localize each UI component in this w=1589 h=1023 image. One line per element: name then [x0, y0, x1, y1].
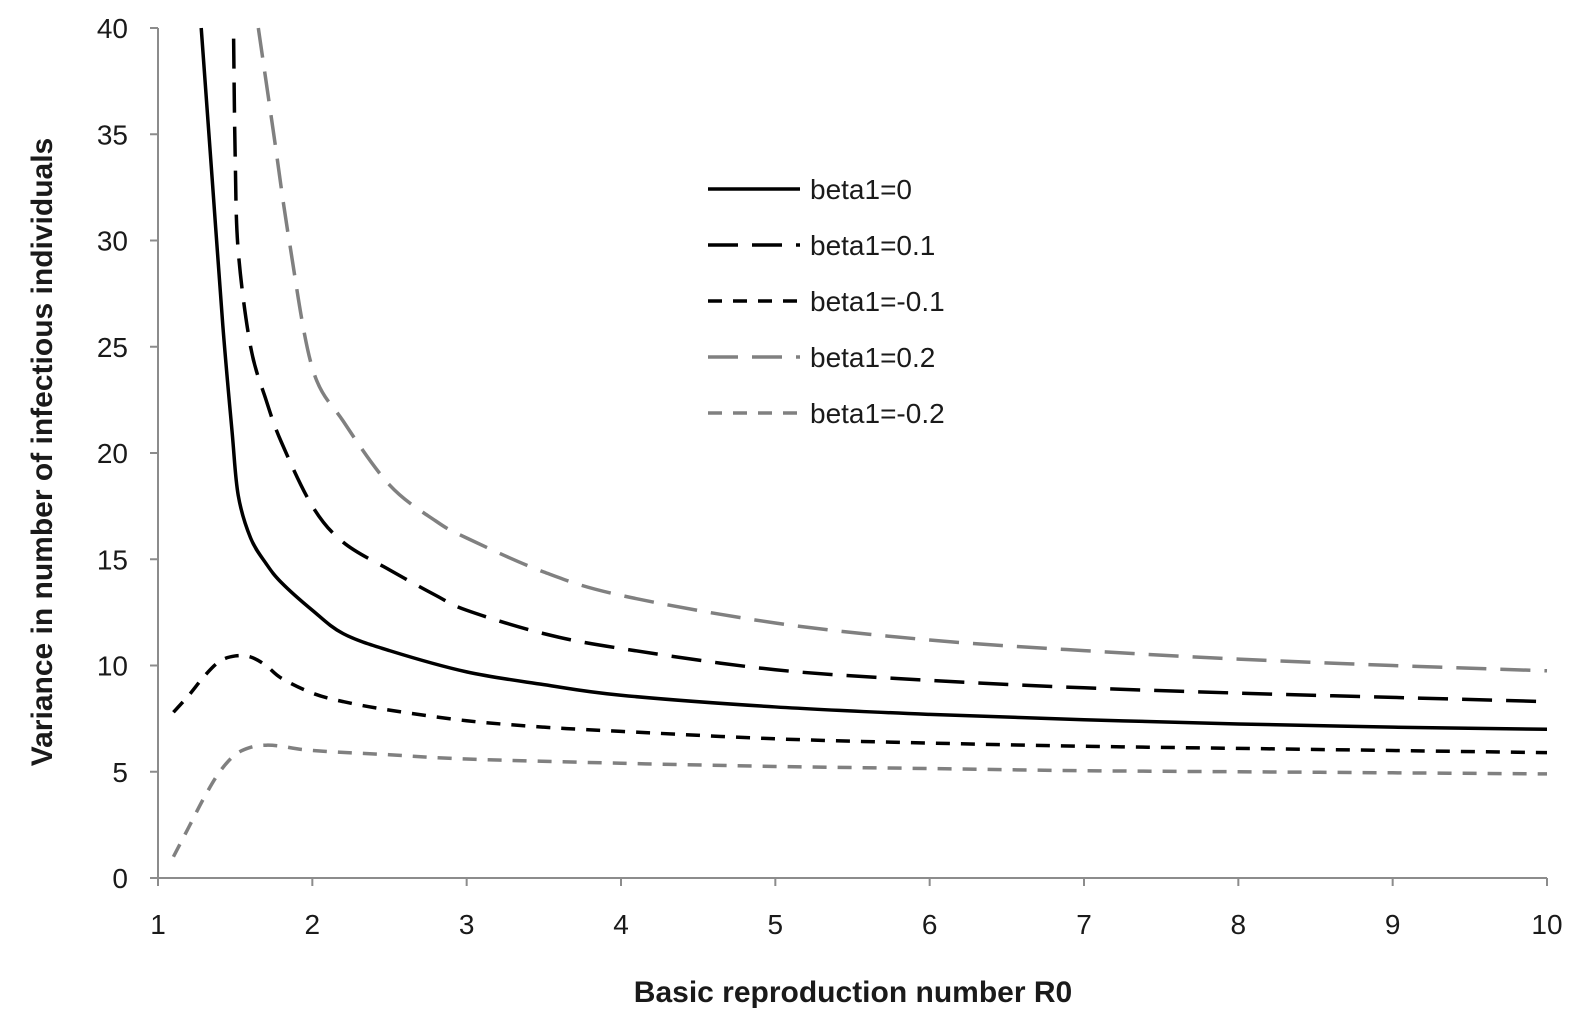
- y-tick-label: 25: [97, 332, 128, 363]
- series-line-1: [199, 27, 1548, 731]
- axes: 0 5 10 15 20 25 30 35 40 1 2 3 4 5 6 7 8 9 10: [97, 13, 1563, 940]
- x-axis-title: Basic reproduction number R0: [634, 976, 1072, 1009]
- series-lines: [171, 27, 1548, 858]
- x-tick-label: 7: [1076, 909, 1092, 940]
- y-tick-label: 20: [97, 438, 128, 469]
- legend-label-3: beta1=-0.1: [810, 286, 945, 317]
- y-tick-label: 10: [97, 651, 128, 682]
- y-tick-label: 30: [97, 226, 128, 257]
- legend-label-2: beta1=0.1: [810, 230, 935, 261]
- series-line-4: [256, 27, 1548, 673]
- y-tick-label: 0: [112, 863, 128, 894]
- series-line-2: [231, 38, 1548, 704]
- y-tick-label: 35: [97, 119, 128, 150]
- x-tick-label: 3: [459, 909, 475, 940]
- x-tick-label: 6: [922, 909, 938, 940]
- x-tick-label: 4: [613, 909, 629, 940]
- x-tick-label: 10: [1531, 909, 1562, 940]
- x-tick-label: 8: [1231, 909, 1247, 940]
- y-tick-label: 15: [97, 544, 128, 575]
- x-tick-label: 9: [1385, 909, 1401, 940]
- x-tick-label: 2: [305, 909, 321, 940]
- series-line-5: [171, 743, 1548, 858]
- legend-label-1: beta1=0: [810, 174, 912, 205]
- legend: beta1=0 beta1=0.1 beta1=-0.1 beta1=0.2 beta1…: [708, 174, 945, 429]
- y-tick-label: 40: [97, 13, 128, 44]
- x-tick-label: 5: [768, 909, 784, 940]
- y-axis-title: Variance in number of infectious individ…: [26, 138, 59, 766]
- series-line-3: [172, 653, 1548, 755]
- legend-label-4: beta1=0.2: [810, 342, 935, 373]
- x-tick-label: 1: [150, 909, 166, 940]
- legend-label-5: beta1=-0.2: [810, 398, 945, 429]
- y-tick-label: 5: [112, 757, 128, 788]
